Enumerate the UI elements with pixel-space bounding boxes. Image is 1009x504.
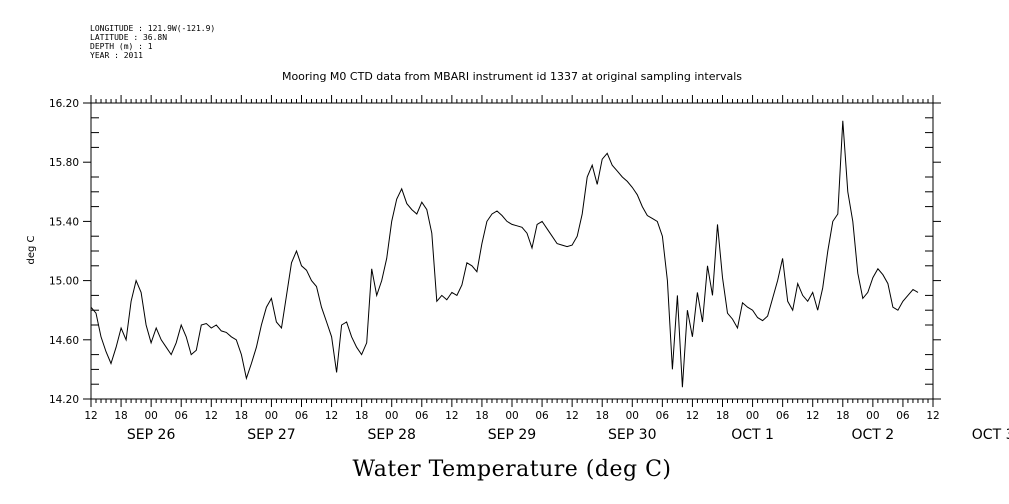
y-tick-label: 14.20 bbox=[49, 394, 79, 406]
x-tick-label: 12 bbox=[926, 410, 939, 422]
x-tick-labels: 12 18 00 06 12 18 00 06 12 18 00 06 12 18 00 06 12 18 00 06… bbox=[84, 410, 939, 422]
x-tick-label: 06 bbox=[295, 410, 309, 422]
x-tick-label: 06 bbox=[535, 410, 549, 422]
x-tick-label: 18 bbox=[836, 410, 849, 422]
date-label: SEP 30 bbox=[608, 427, 656, 443]
x-tick-label: 00 bbox=[505, 410, 518, 422]
plot-frame bbox=[90, 102, 934, 400]
longitude-text: LONGITUDE : 121.9W(-121.9) bbox=[90, 24, 215, 33]
x-tick-label: 00 bbox=[265, 410, 278, 422]
x-tick-label: 12 bbox=[84, 410, 97, 422]
x-tick-label: 00 bbox=[144, 410, 157, 422]
latitude-text: LATITUDE : 36.8N bbox=[90, 33, 167, 42]
x-tick-label: 12 bbox=[565, 410, 578, 422]
x-tick-label: 18 bbox=[716, 410, 729, 422]
x-tick-label: 12 bbox=[806, 410, 819, 422]
series-line-water-temperature bbox=[90, 120, 919, 388]
date-label: SEP 26 bbox=[127, 427, 176, 443]
year-text: YEAR : 2011 bbox=[90, 51, 143, 60]
date-label: SEP 28 bbox=[367, 427, 415, 443]
x-tick-label: 00 bbox=[866, 410, 879, 422]
date-label: OCT 2 bbox=[851, 427, 894, 443]
y-tick-label: 15.40 bbox=[49, 216, 79, 228]
chart-title: Mooring M0 CTD data from MBARI instrumen… bbox=[282, 70, 742, 83]
x-tick-label: 06 bbox=[656, 410, 670, 422]
date-label: SEP 29 bbox=[488, 427, 536, 443]
x-tick-label: 00 bbox=[746, 410, 759, 422]
x-tick-label: 00 bbox=[385, 410, 398, 422]
x-tick-label: 06 bbox=[175, 410, 189, 422]
depth-text: DEPTH (m) : 1 bbox=[90, 42, 153, 51]
x-tick-label: 06 bbox=[776, 410, 790, 422]
x-tick-label: 00 bbox=[626, 410, 639, 422]
x-tick-label: 18 bbox=[475, 410, 488, 422]
date-label: OCT 1 bbox=[731, 427, 774, 443]
x-tick-label: 06 bbox=[415, 410, 429, 422]
x-tick-label: 18 bbox=[235, 410, 248, 422]
x-tick-label: 12 bbox=[445, 410, 458, 422]
date-label: SEP 27 bbox=[247, 427, 295, 443]
x-tick-label: 12 bbox=[205, 410, 218, 422]
y-tick-labels: 14.20 14.60 15.00 15.40 15.80 16.20 bbox=[49, 98, 79, 406]
x-tick-label: 18 bbox=[355, 410, 368, 422]
y-axis-label: deg C bbox=[26, 235, 37, 264]
y-tick-label: 16.20 bbox=[49, 98, 79, 110]
y-tick-label: 15.00 bbox=[49, 276, 79, 288]
x-tick-label: 18 bbox=[596, 410, 609, 422]
axis-ticks bbox=[83, 95, 941, 407]
x-tick-label: 18 bbox=[114, 410, 127, 422]
date-labels: SEP 26 SEP 27 SEP 28 SEP 29 SEP 30 OCT 1 OCT 2… bbox=[127, 427, 1009, 443]
date-label: OCT 3 bbox=[972, 427, 1009, 443]
y-tick-label: 14.60 bbox=[49, 335, 79, 347]
x-tick-label: 12 bbox=[686, 410, 699, 422]
y-tick-label: 15.80 bbox=[49, 157, 79, 169]
x-axis-label: Water Temperature (deg C) bbox=[353, 457, 672, 482]
header-meta: LONGITUDE : 121.9W(-121.9) LATITUDE : 36… bbox=[90, 24, 215, 60]
x-tick-label: 06 bbox=[896, 410, 910, 422]
x-tick-label: 12 bbox=[325, 410, 338, 422]
